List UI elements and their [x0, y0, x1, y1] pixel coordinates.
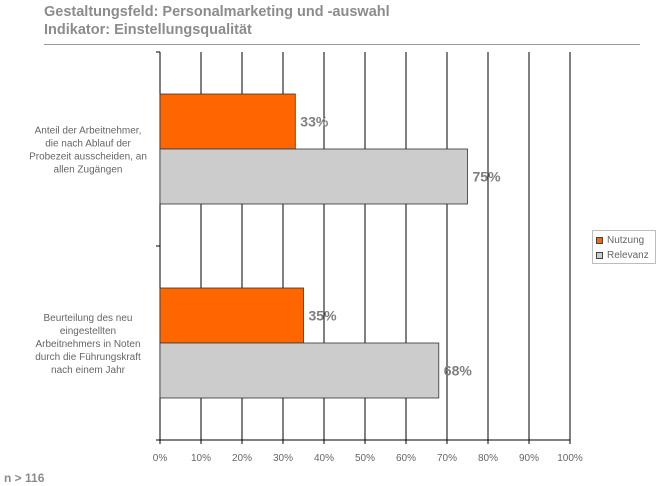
- x-tick-label: 90%: [519, 453, 539, 464]
- bar-nutzung: [159, 93, 296, 150]
- title-divider: [44, 44, 640, 45]
- data-label: 68%: [444, 363, 473, 379]
- bar-relevanz: [159, 342, 440, 399]
- x-tick-label: 0%: [153, 453, 168, 464]
- x-tick-label: 10%: [191, 453, 211, 464]
- legend-item-relevanz: Relevanz: [596, 248, 655, 263]
- chart-title: Gestaltungsfeld: Personalmarketing und -…: [44, 4, 390, 20]
- chart-subtitle: Indikator: Einstellungsqualität: [44, 22, 252, 38]
- legend-swatch-relevanz: [596, 252, 603, 259]
- bar-nutzung: [159, 287, 304, 344]
- x-tick-label: 100%: [557, 453, 583, 464]
- chart-legend: Nutzung Relevanz: [592, 230, 656, 264]
- x-tick-label: 40%: [314, 453, 334, 464]
- data-label: 75%: [473, 169, 502, 185]
- legend-label-nutzung: Nutzung: [607, 235, 645, 246]
- data-label: 35%: [309, 308, 338, 324]
- x-tick-label: 80%: [478, 453, 498, 464]
- x-tick-label: 20%: [232, 453, 252, 464]
- bar-relevanz: [159, 148, 468, 205]
- x-tick-label: 50%: [355, 453, 375, 464]
- sample-size-note: n > 116: [4, 471, 45, 485]
- legend-swatch-nutzung: [596, 237, 603, 244]
- legend-item-nutzung: Nutzung: [596, 233, 655, 248]
- x-tick-label: 70%: [437, 453, 457, 464]
- legend-label-relevanz: Relevanz: [607, 250, 649, 261]
- x-tick-label: 30%: [273, 453, 293, 464]
- category-label: Anteil der Arbeitnehmer, die nach Ablauf …: [29, 126, 147, 176]
- category-label: Beurteilung des neu eingestellten Arbeitne…: [35, 313, 141, 376]
- x-tick-label: 60%: [396, 453, 416, 464]
- data-label: 33%: [300, 114, 329, 130]
